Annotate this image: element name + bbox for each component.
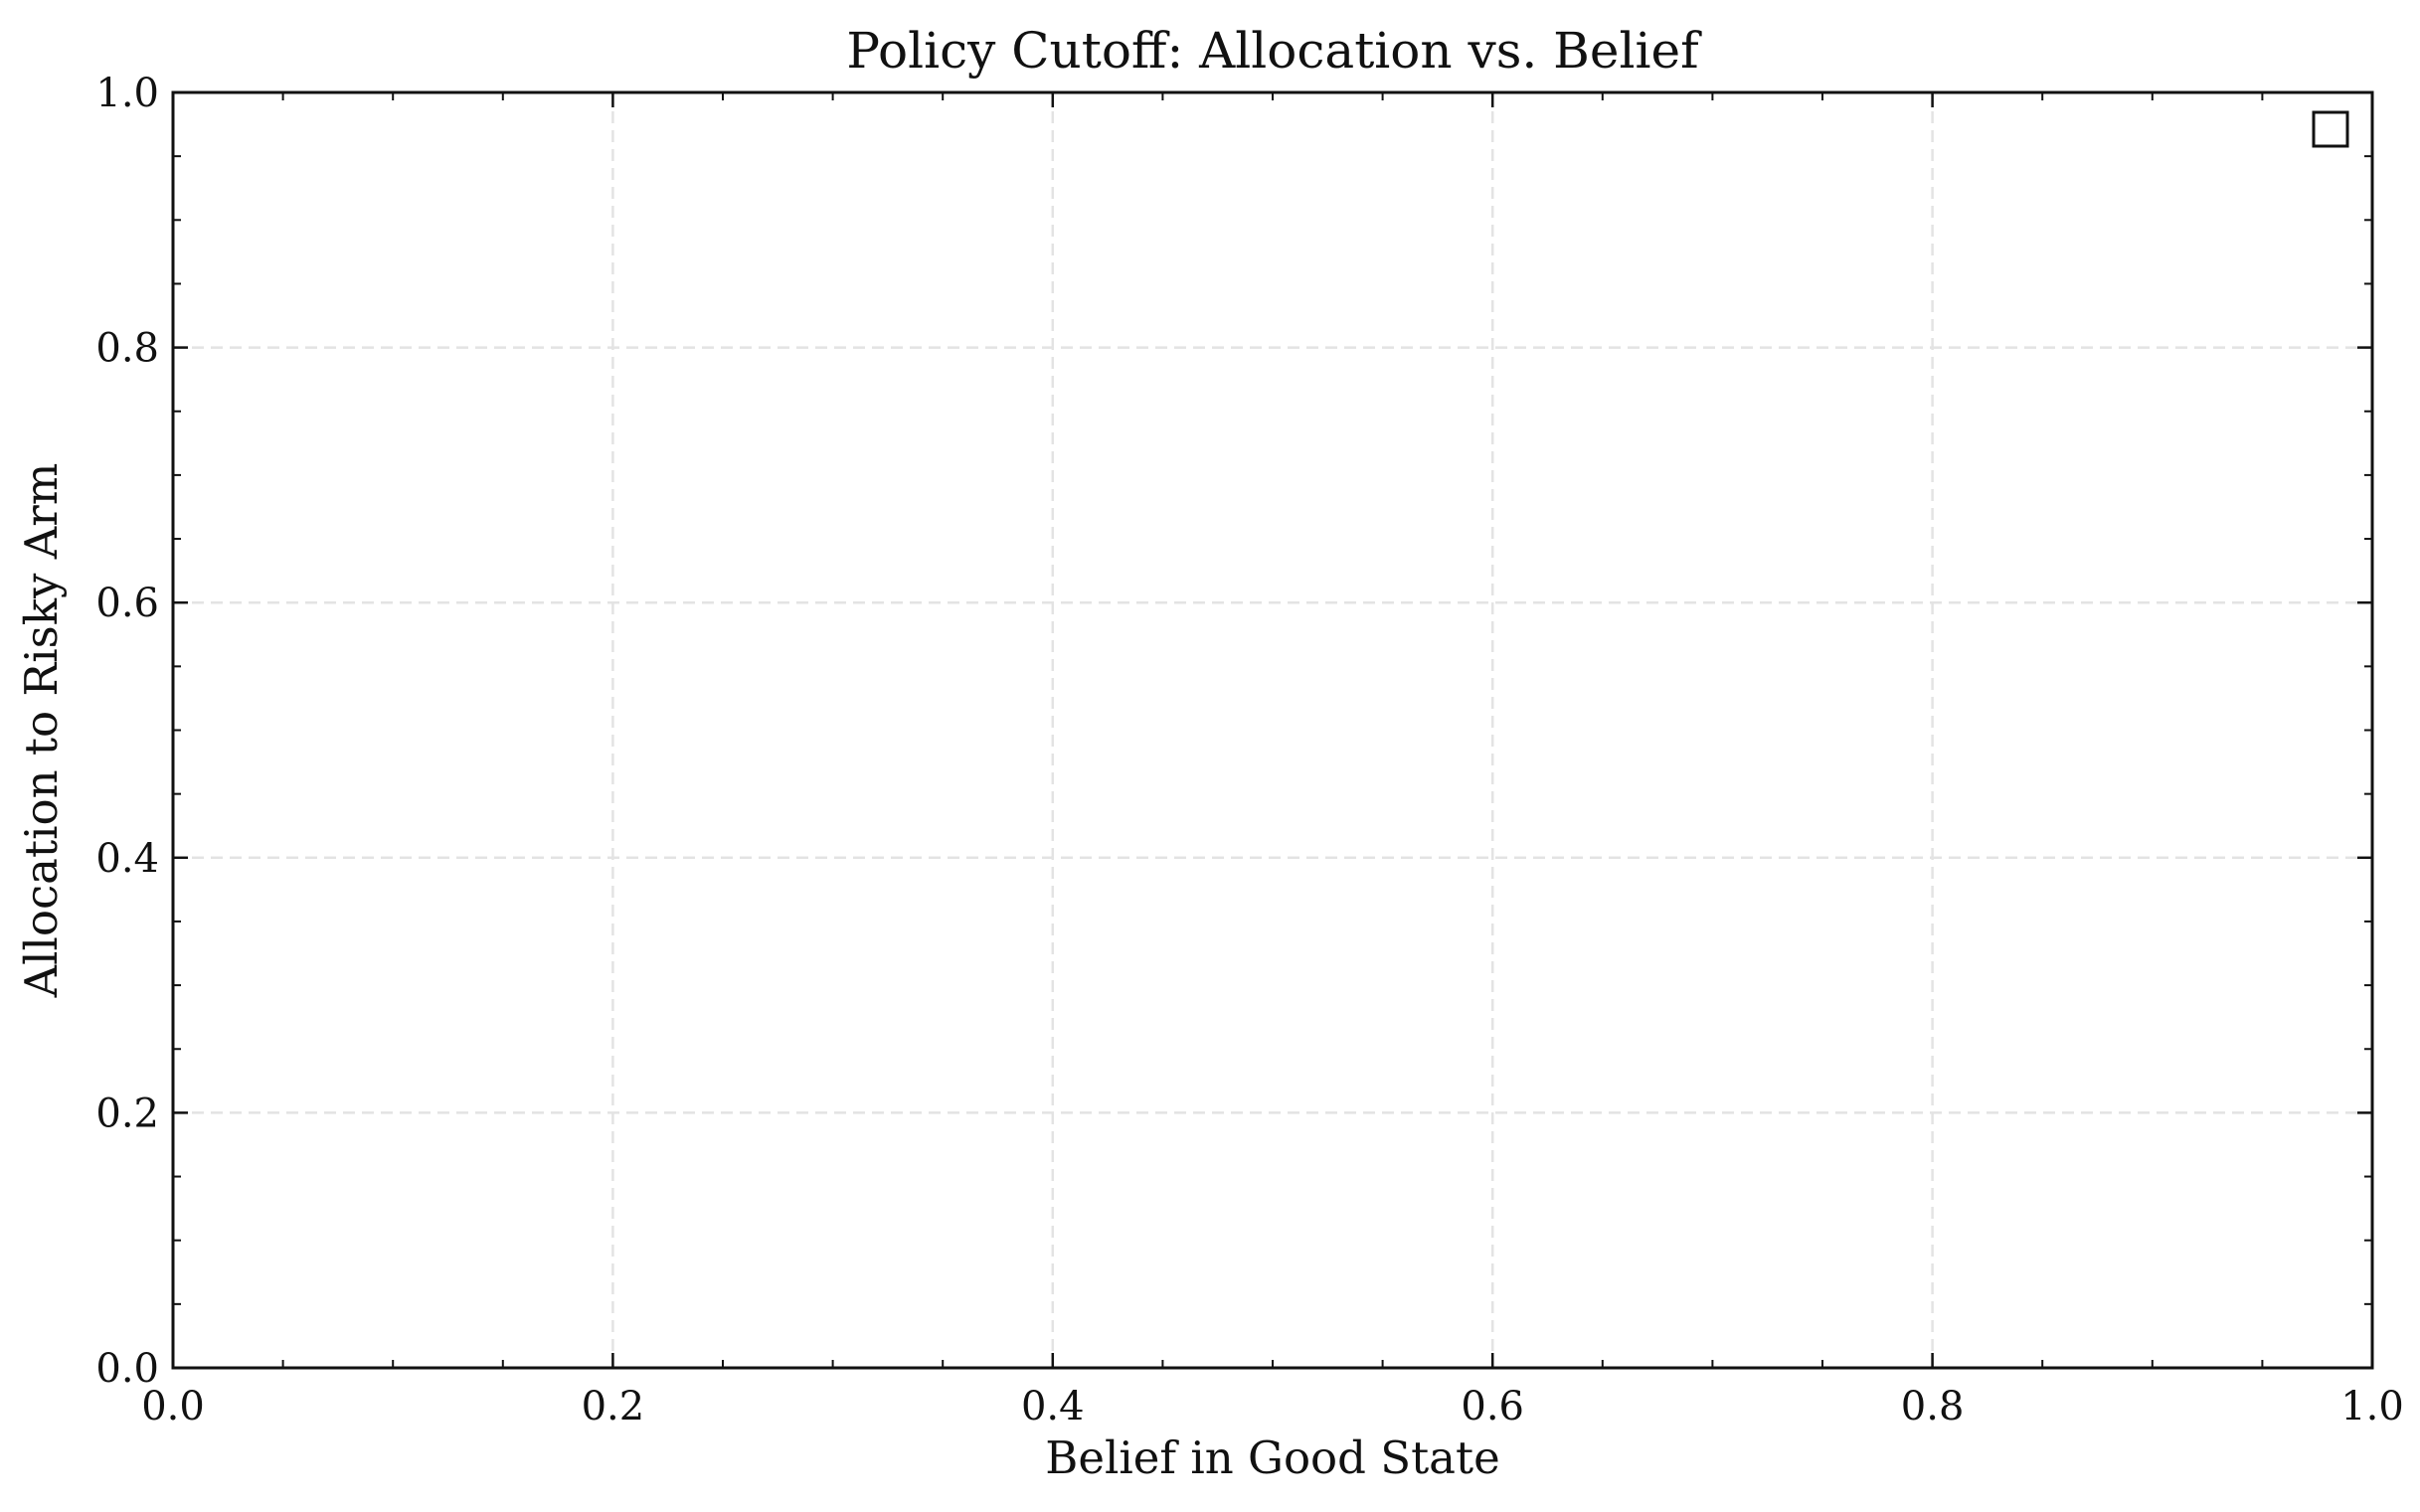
chart-title: Policy Cutoff: Allocation vs. Belief: [846, 22, 1702, 80]
y-tick-label: 1.0: [95, 71, 159, 116]
tick-label-layer: 0.0 0.2 0.4 0.6 0.8 1.0 0.0 0.2 0.4 0.6 0.8 1.0: [95, 71, 2403, 1429]
x-tick-label: 1.0: [2340, 1384, 2404, 1429]
x-tick-label: 0.4: [1021, 1384, 1085, 1429]
y-tick-label: 0.6: [95, 581, 159, 626]
grid-layer: [173, 92, 2372, 1368]
x-tick-label: 0.8: [1901, 1384, 1965, 1429]
y-axis-label: Allocation to Risky Arm: [15, 463, 68, 999]
y-tick-label: 0.8: [95, 326, 159, 372]
plot-area-frame: [171, 90, 2374, 1370]
legend-box: [2312, 110, 2349, 148]
y-tick-label: 0.4: [95, 836, 159, 882]
x-tick-label: 0.6: [1461, 1384, 1524, 1429]
x-tick-label: 0.0: [141, 1384, 205, 1429]
x-axis-label: Belief in Good State: [1045, 1431, 1499, 1484]
x-tick-label: 0.2: [582, 1384, 645, 1429]
y-tick-label: 0.2: [95, 1091, 159, 1136]
legend: [2312, 110, 2349, 148]
y-tick-label: 0.0: [95, 1346, 159, 1392]
